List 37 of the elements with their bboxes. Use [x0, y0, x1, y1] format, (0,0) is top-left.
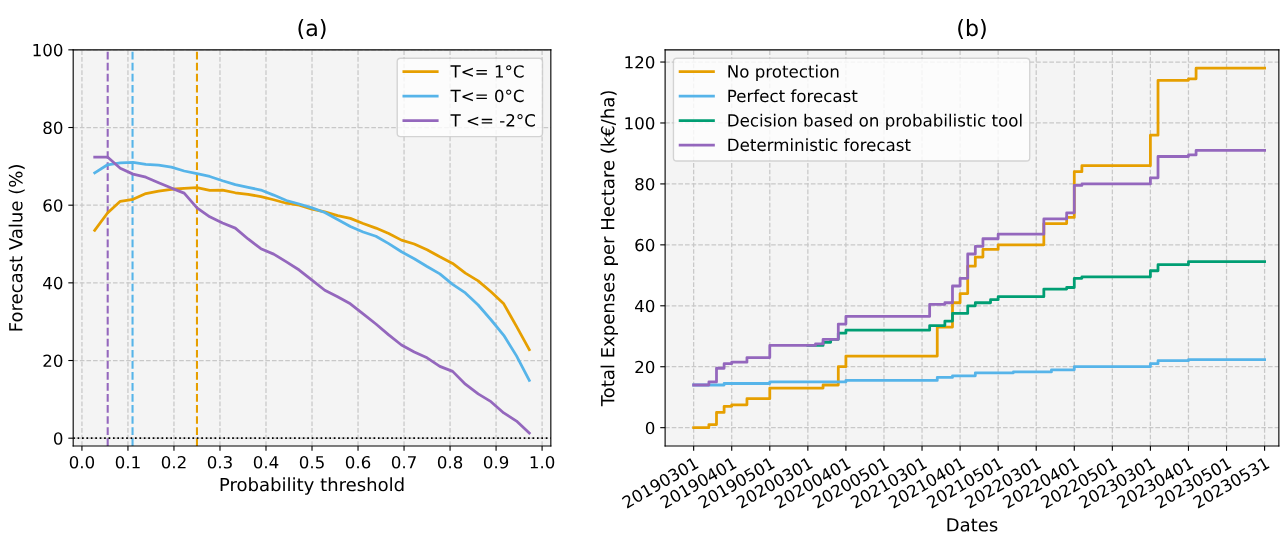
x-tick-label: 0.4	[253, 455, 279, 469]
y-tick-label: 120	[625, 56, 655, 69]
x-tick-label: 0.9	[483, 455, 509, 469]
y-tick-label: 20	[43, 354, 63, 368]
legend-label: No protection	[728, 64, 839, 81]
chart-title: (b)	[958, 19, 986, 39]
chart-title: (a)	[298, 19, 326, 39]
legend-label: Decision based on probabilistic tool	[728, 113, 1022, 130]
x-tick-label: 0.3	[207, 455, 232, 469]
x-axis-title: Dates	[947, 518, 998, 532]
x-tick-label: 0.8	[437, 455, 463, 469]
legend-label: Perfect forecast	[728, 89, 858, 103]
y-tick-label: 0	[645, 421, 655, 435]
y-tick-label: 20	[635, 360, 655, 374]
y-axis-title: Forecast Value (%)	[8, 165, 25, 331]
y-tick-label: 60	[635, 238, 655, 252]
legend-label: T<= 0°C	[450, 89, 524, 103]
x-axis-title: Probability threshold	[220, 477, 404, 495]
x-tick-label: 0.6	[345, 455, 371, 469]
legend-label: Deterministic forecast	[728, 138, 911, 152]
y-tick-label: 80	[635, 177, 655, 191]
x-tick-label: 0.7	[391, 455, 416, 469]
y-tick-label: 40	[635, 299, 655, 313]
y-tick-label: 100	[33, 43, 63, 57]
y-axis-title: Total Expenses per Hectare (k€/ha)	[600, 91, 619, 407]
y-tick-label: 60	[43, 199, 63, 212]
x-tick-label: 0.2	[161, 455, 186, 469]
x-tick-label: 0.1	[115, 455, 140, 469]
x-tick-label: 0.5	[299, 455, 324, 469]
x-tick-label: 0.0	[69, 455, 95, 469]
legend-label: T<= 1°C	[450, 65, 524, 78]
y-tick-label: 0	[53, 432, 63, 445]
x-tick-label: 1.0	[530, 455, 555, 469]
y-tick-label: 40	[43, 276, 63, 290]
y-tick-label: 80	[43, 121, 63, 135]
y-tick-label: 100	[625, 116, 655, 130]
legend-label: T <= -2°C	[450, 114, 535, 127]
